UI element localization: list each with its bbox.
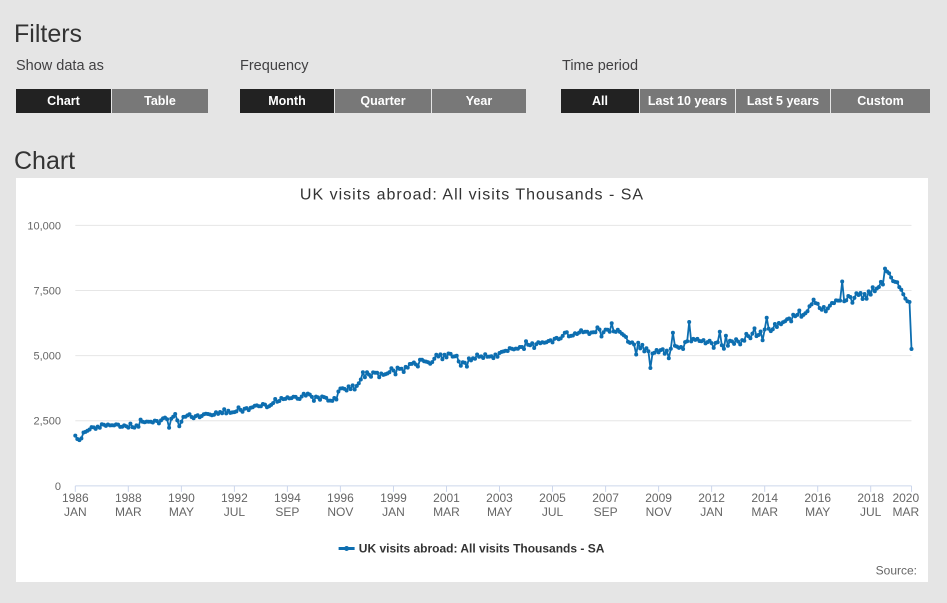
svg-text:MAR: MAR [892,505,919,519]
svg-text:2018: 2018 [857,491,884,505]
svg-text:10,000: 10,000 [27,220,61,232]
svg-text:2001: 2001 [433,491,460,505]
svg-text:1999: 1999 [380,491,407,505]
svg-text:2005: 2005 [539,491,566,505]
svg-text:MAR: MAR [115,505,142,519]
svg-text:2012: 2012 [698,491,725,505]
svg-text:2007: 2007 [592,491,619,505]
svg-text:UK visits abroad: All visits T: UK visits abroad: All visits Thousands -… [359,542,605,556]
svg-text:1986: 1986 [62,491,89,505]
svg-text:5,000: 5,000 [33,351,61,363]
svg-text:1992: 1992 [221,491,248,505]
svg-text:SEP: SEP [275,505,299,519]
svg-text:2,500: 2,500 [33,416,61,428]
svg-text:SEP: SEP [594,505,618,519]
svg-text:MAY: MAY [805,505,830,519]
svg-text:UK visits abroad: All visits T: UK visits abroad: All visits Thousands -… [300,186,644,203]
svg-text:2016: 2016 [804,491,831,505]
svg-text:Source:: Source: [876,564,917,578]
svg-text:JAN: JAN [700,505,723,519]
svg-text:2014: 2014 [751,491,778,505]
svg-text:1990: 1990 [168,491,195,505]
svg-text:NOV: NOV [646,505,672,519]
svg-text:2009: 2009 [645,491,672,505]
svg-text:NOV: NOV [327,505,353,519]
svg-text:MAR: MAR [751,505,778,519]
svg-text:JUL: JUL [224,505,246,519]
svg-text:7,500: 7,500 [33,285,61,297]
svg-text:MAY: MAY [169,505,194,519]
svg-text:JUL: JUL [542,505,564,519]
svg-text:1996: 1996 [327,491,354,505]
svg-text:2020: 2020 [892,491,919,505]
svg-text:JAN: JAN [382,505,405,519]
svg-text:2003: 2003 [486,491,513,505]
svg-text:1994: 1994 [274,491,301,505]
svg-text:JUL: JUL [860,505,882,519]
svg-text:JAN: JAN [64,505,87,519]
svg-text:MAR: MAR [433,505,460,519]
svg-text:0: 0 [55,481,61,493]
svg-text:1988: 1988 [115,491,142,505]
svg-text:MAY: MAY [487,505,512,519]
